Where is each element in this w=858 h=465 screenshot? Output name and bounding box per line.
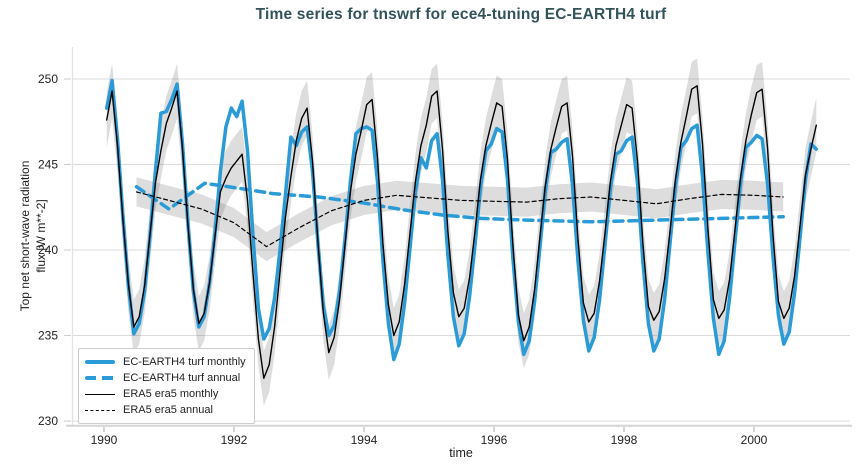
x-tick-label-1992: 1992 bbox=[221, 433, 248, 447]
x-tick-label-1990: 1990 bbox=[91, 433, 118, 447]
legend-item-ec-earth4-turf-annual: EC-EARTH4 turf annual bbox=[85, 370, 248, 386]
legend-item-era5-monthly: ERA5 era5 monthly bbox=[85, 386, 248, 402]
y-tick-label-230: 230 bbox=[38, 414, 58, 428]
black-dashed-line-swatch bbox=[85, 409, 115, 411]
legend-label: EC-EARTH4 turf annual bbox=[123, 372, 241, 384]
chart-title: Time series for tnswrf for ece4-tuning E… bbox=[255, 6, 667, 23]
x-axis-label: time bbox=[449, 446, 473, 460]
x-tick-label-1996: 1996 bbox=[481, 433, 508, 447]
y-tick-label-250: 250 bbox=[38, 72, 58, 86]
legend-item-ec-earth4-turf-monthly: EC-EARTH4 turf monthly bbox=[85, 354, 248, 370]
series-line-era5-era5-annual bbox=[135, 191, 784, 248]
x-tick-label-1998: 1998 bbox=[611, 433, 638, 447]
blue-solid-line-swatch bbox=[85, 360, 115, 364]
x-tick-label-1994: 1994 bbox=[351, 433, 378, 447]
y-tick-label-240: 240 bbox=[38, 243, 58, 257]
legend-label: ERA5 era5 annual bbox=[123, 404, 213, 416]
y-tick-label-235: 235 bbox=[38, 329, 58, 343]
blue-dashed-line-swatch bbox=[85, 376, 115, 380]
series-line-ec-earth4-turf-annual bbox=[134, 181, 785, 224]
uncertainty-band-era5-era5-annual bbox=[136, 177, 784, 262]
y-tick-label-245: 245 bbox=[38, 158, 58, 172]
legend-item-era5-annual: ERA5 era5 annual bbox=[85, 402, 248, 418]
black-solid-line-swatch bbox=[85, 393, 115, 395]
series-line-era5-era5-monthly bbox=[105, 85, 817, 379]
legend-label: EC-EARTH4 turf monthly bbox=[123, 356, 246, 368]
x-tick-label-2000: 2000 bbox=[741, 433, 768, 447]
series-line-ec-earth4-turf-monthly bbox=[104, 78, 819, 362]
legend: EC-EARTH4 turf monthly EC-EARTH4 turf an… bbox=[78, 348, 255, 424]
legend-label: ERA5 era5 monthly bbox=[123, 388, 219, 400]
